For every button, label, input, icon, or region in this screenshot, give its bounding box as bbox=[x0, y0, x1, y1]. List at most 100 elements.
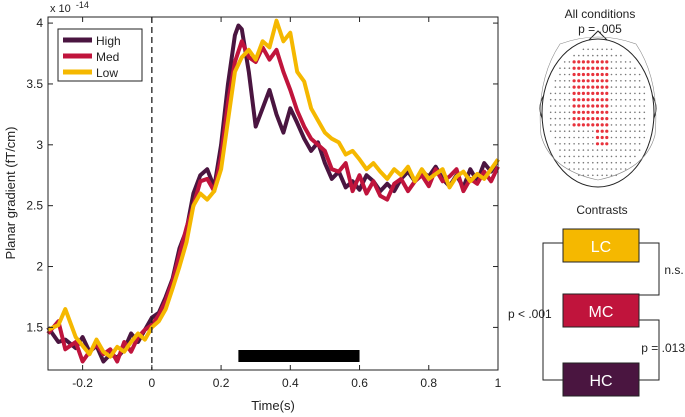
sensor bbox=[592, 143, 594, 145]
sensor bbox=[563, 98, 566, 101]
sensor-significant bbox=[577, 72, 581, 77]
sensor bbox=[610, 86, 613, 88]
sensor bbox=[624, 155, 627, 158]
topomap: All conditions p = .005 bbox=[539, 7, 657, 188]
sensor bbox=[582, 174, 585, 177]
sensor bbox=[634, 143, 636, 145]
sensor bbox=[624, 105, 627, 107]
sensor-significant bbox=[600, 98, 604, 102]
sensor bbox=[615, 155, 617, 158]
sensor bbox=[559, 124, 561, 126]
sensor bbox=[554, 111, 557, 114]
y-tick-label: 2.5 bbox=[26, 199, 43, 213]
sensor bbox=[568, 98, 571, 101]
sensor-significant bbox=[605, 98, 609, 102]
series-line-low bbox=[47, 18, 500, 359]
sensor bbox=[573, 54, 575, 57]
sensor bbox=[615, 67, 617, 69]
sensor bbox=[615, 161, 617, 164]
sensor bbox=[549, 98, 552, 101]
sensor bbox=[634, 111, 636, 114]
sensor-significant bbox=[605, 72, 609, 77]
sensor-significant bbox=[581, 79, 586, 83]
sensor-significant bbox=[577, 66, 581, 70]
y-tick-label: 3 bbox=[36, 138, 43, 152]
sensor bbox=[568, 168, 571, 170]
sensor bbox=[596, 48, 599, 51]
sensor bbox=[573, 168, 575, 170]
sensor bbox=[559, 98, 561, 101]
sensor bbox=[610, 143, 613, 145]
sensor-significant bbox=[581, 110, 586, 114]
connector-lc-hc bbox=[542, 242, 563, 381]
sensor-significant bbox=[595, 91, 600, 95]
sensor-significant bbox=[581, 98, 586, 102]
sensor-significant bbox=[600, 142, 604, 146]
sensor-significant bbox=[572, 91, 576, 95]
sensor-significant bbox=[600, 60, 604, 64]
sensor bbox=[629, 124, 631, 126]
sensor bbox=[638, 124, 641, 126]
sensor bbox=[643, 117, 646, 120]
sensor bbox=[624, 149, 627, 151]
sensor bbox=[615, 105, 617, 107]
sensor bbox=[606, 168, 608, 170]
sensor bbox=[634, 105, 636, 107]
sensor bbox=[634, 80, 636, 82]
sensor bbox=[573, 130, 575, 132]
sensor bbox=[568, 61, 571, 63]
sensor bbox=[643, 136, 646, 139]
sensor bbox=[563, 130, 566, 132]
sensor bbox=[620, 136, 622, 139]
sensor-significant bbox=[591, 123, 595, 127]
sensor bbox=[563, 67, 566, 69]
sensor bbox=[568, 86, 571, 88]
sensor bbox=[615, 73, 617, 76]
sensor bbox=[578, 149, 580, 151]
sensor bbox=[563, 117, 566, 120]
sensor bbox=[620, 117, 622, 120]
sensor bbox=[629, 73, 631, 76]
sensor bbox=[624, 161, 627, 164]
sensor-significant bbox=[595, 110, 600, 114]
sensor bbox=[563, 149, 566, 151]
sensor bbox=[601, 155, 603, 158]
sensor bbox=[629, 155, 631, 158]
sensor bbox=[587, 168, 589, 170]
sensor bbox=[554, 86, 557, 88]
sensor bbox=[624, 61, 627, 63]
x-tick-label: 0.6 bbox=[351, 376, 368, 390]
sensor-significant bbox=[577, 117, 581, 121]
mc-label: MC bbox=[589, 304, 614, 321]
sensor bbox=[554, 143, 557, 145]
sensor-layer bbox=[549, 48, 646, 177]
sensor bbox=[629, 161, 631, 164]
sensor-significant bbox=[595, 72, 600, 77]
sensor-significant bbox=[581, 91, 586, 95]
sensor bbox=[620, 80, 622, 82]
sensor bbox=[573, 155, 575, 158]
lc-hc-stat: p < .001 bbox=[508, 307, 552, 321]
head-nose bbox=[587, 30, 609, 42]
sensor bbox=[624, 136, 627, 139]
sensor bbox=[578, 54, 580, 57]
sensor bbox=[606, 149, 608, 151]
sensor-significant bbox=[595, 135, 600, 140]
sensor-significant bbox=[600, 79, 604, 83]
sensor bbox=[559, 149, 561, 151]
sensor bbox=[638, 117, 641, 120]
sensor-significant bbox=[572, 79, 576, 83]
sensor bbox=[643, 86, 646, 88]
sensor bbox=[563, 61, 566, 63]
sensor bbox=[559, 67, 561, 69]
sensor bbox=[592, 149, 594, 151]
x-tick-label: 0 bbox=[149, 376, 156, 390]
sensor bbox=[610, 117, 613, 120]
sensor bbox=[549, 105, 552, 107]
sensor bbox=[629, 117, 631, 120]
sensor bbox=[629, 149, 631, 151]
series-layer bbox=[46, 18, 500, 364]
sensor bbox=[620, 149, 622, 151]
x-tick-label: 0.2 bbox=[213, 376, 230, 390]
sensor bbox=[624, 143, 627, 145]
